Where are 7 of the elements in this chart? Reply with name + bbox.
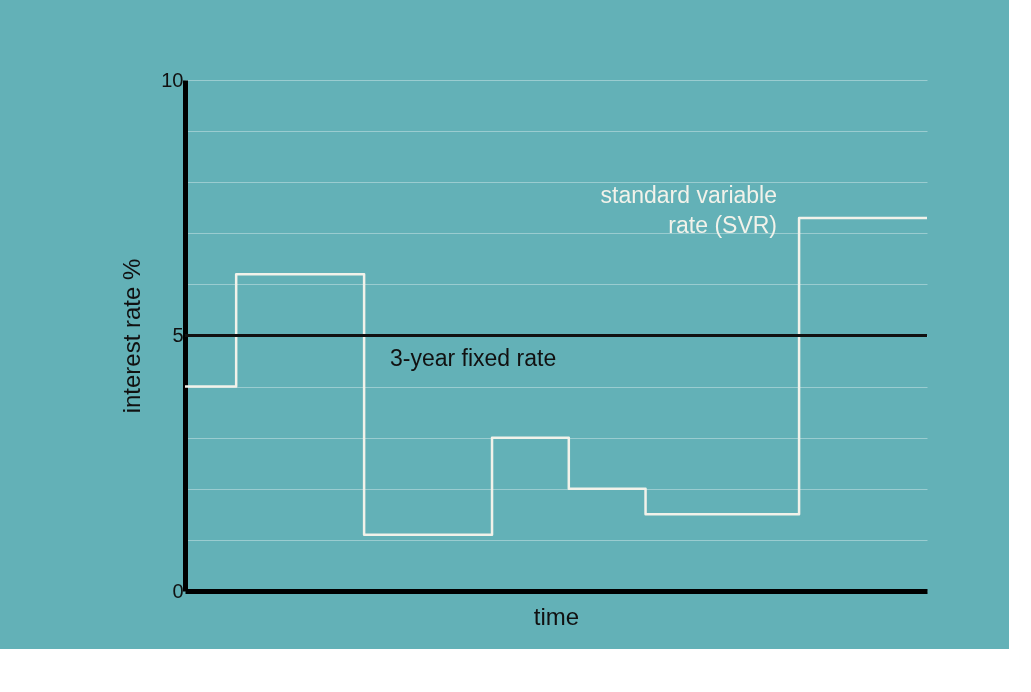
y-tick-label: 5	[172, 324, 184, 346]
series-label: standard variable rate (SVR)	[600, 181, 777, 238]
ref-line-label: 3-year fixed rate	[390, 344, 557, 371]
y-tick-label: 10	[161, 68, 184, 91]
x-axis-title: time	[533, 602, 580, 630]
y-tick-label: 0	[172, 579, 184, 602]
y-axis-title: interest rate %	[118, 258, 146, 414]
